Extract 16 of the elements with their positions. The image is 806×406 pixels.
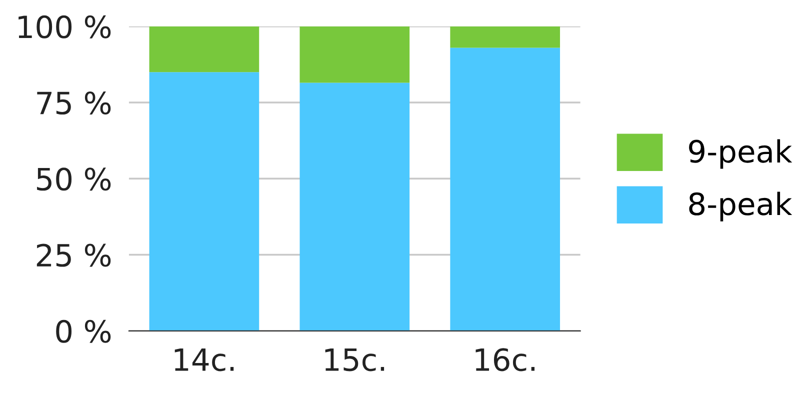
y-tick-label: 75 % [37, 91, 111, 115]
bar [300, 26, 410, 83]
bar [450, 48, 560, 331]
bar [300, 82, 410, 331]
y-tick-label: 0 % [56, 320, 111, 343]
bar [149, 26, 260, 72]
bar [149, 72, 260, 331]
x-tick-label: 16c. [476, 348, 534, 372]
legend-label: 8-peak [689, 192, 792, 222]
bar [450, 26, 560, 48]
y-tick-label: 100 % [18, 15, 111, 38]
y-tick-label: 25 % [36, 244, 111, 267]
x-tick-label: 14c. [174, 348, 234, 372]
y-tick-label: 50 % [37, 168, 111, 191]
legend-label: 9-peak [689, 139, 792, 169]
x-tick-label: 15c. [325, 348, 384, 372]
